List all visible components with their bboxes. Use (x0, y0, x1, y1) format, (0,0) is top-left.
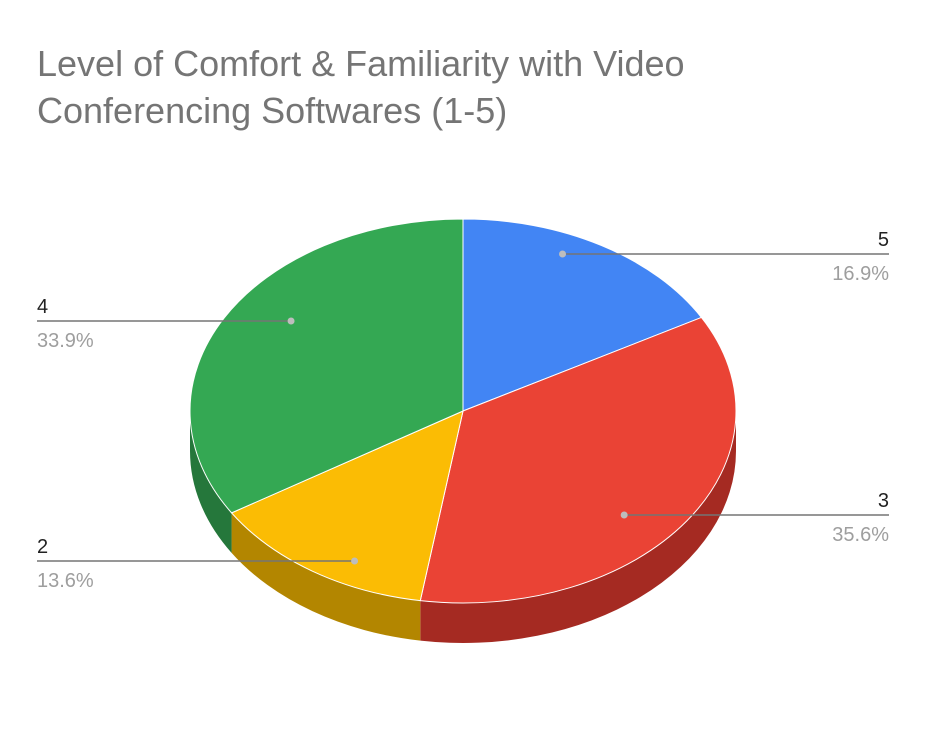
pie-slice-3[interactable] (419, 316, 737, 604)
pie-side-4 (190, 411, 232, 553)
slice-percent-5: 16.9% (832, 263, 889, 285)
slice-label-4: 4 (37, 296, 48, 318)
chart-title-line-2: Conferencing Softwares (1-5) (37, 90, 508, 131)
slice-label-5: 5 (878, 229, 889, 251)
pie-side-3 (420, 411, 736, 643)
chart-title: Level of Comfort & Familiarity with Vide… (37, 40, 857, 134)
slice-percent-2: 13.6% (37, 570, 94, 592)
leader-dot-5 (559, 250, 567, 258)
leader-dot-2 (351, 557, 359, 565)
pie-leader-lines (37, 250, 889, 565)
pie-slice-4[interactable] (189, 218, 464, 514)
pie-sides (190, 411, 736, 643)
leader-dot-3 (620, 511, 628, 519)
slice-label-3: 3 (878, 490, 889, 512)
slice-label-2: 2 (37, 536, 48, 558)
pie-labels: 5 16.9% 3 35.6% 2 13.6% 4 33.9% (37, 229, 889, 592)
pie-slice-5[interactable] (462, 218, 703, 412)
slice-percent-3: 35.6% (832, 524, 889, 546)
chart-title-line-1: Level of Comfort & Familiarity with Vide… (37, 43, 685, 84)
pie-slices (189, 218, 737, 604)
pie-side-2 (231, 512, 421, 641)
slice-percent-4: 33.9% (37, 330, 94, 352)
pie-slice-2[interactable] (230, 410, 464, 602)
leader-dot-4 (287, 317, 295, 325)
